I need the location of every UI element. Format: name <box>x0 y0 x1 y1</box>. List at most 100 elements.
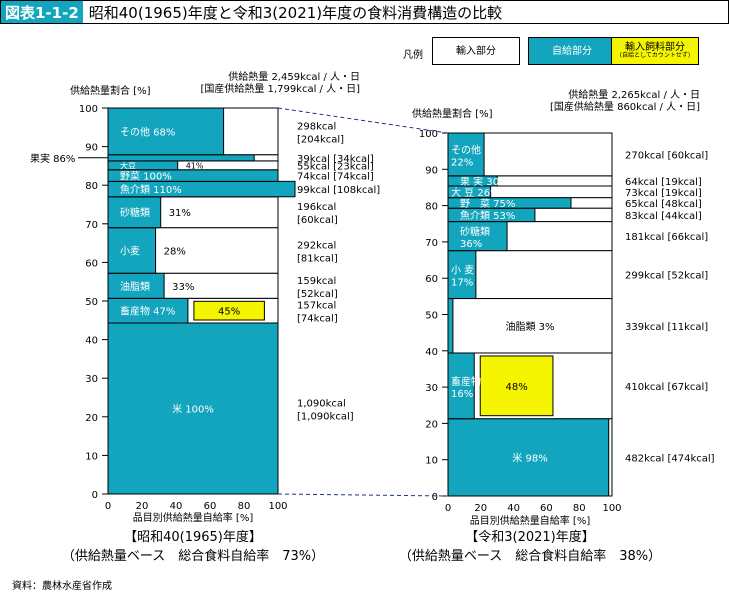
right-item-9-label2: 22% <box>451 157 473 168</box>
left-item-9-label: その他 68% <box>120 125 175 138</box>
left-x-tick-label: 40 <box>170 501 183 512</box>
left-supply-total: 供給熱量 2,459kcal / 人・日 <box>228 70 360 83</box>
right-item-9-self-bar <box>447 132 485 177</box>
right-item-4-label: 砂糖類 <box>460 225 490 238</box>
left-y-tick-label: 10 <box>85 451 98 462</box>
left-item-8-kcal: 39kcal [34kcal] <box>297 154 374 165</box>
left-x-tick-label: 60 <box>204 501 217 512</box>
right-item-3-label2: 17% <box>451 278 473 289</box>
right-item-2-self-bar <box>447 298 454 354</box>
right-item-4-self-bar <box>447 221 508 252</box>
right-item-1-label: 畜産物 <box>451 375 481 388</box>
left-item-8-self-bar <box>107 154 255 162</box>
right-item-9-kcal: 270kcal [60kcal] <box>625 150 708 161</box>
right-item-2-kcal: 339kcal [11kcal] <box>625 322 708 333</box>
left-x-axis-label: 品目別供給熱量自給率 [%] <box>133 511 254 524</box>
right-caption-year: 【令和3(2021)年度】 <box>465 529 595 545</box>
left-item-2-rate-label: 33% <box>172 282 194 293</box>
right-item-8-label: 果 実 30% <box>460 175 509 188</box>
left-item-5-label: 魚介類 110% <box>120 183 182 196</box>
left-y-tick-label: 50 <box>85 297 98 308</box>
source-note: 資料：農林水産省作成 <box>12 581 112 592</box>
left-item-3-rate-label: 28% <box>164 246 186 257</box>
right-y-tick-label: 60 <box>425 274 438 285</box>
right-item-9-label: その他 <box>451 143 481 156</box>
left-item-3-kcal: 292kcal <box>297 240 336 251</box>
left-item-9-self-bar <box>107 107 225 156</box>
right-item-0-label: 米 98% <box>512 451 547 464</box>
left-item-1-feed-bar <box>193 300 265 321</box>
right-y-axis-label: 供給熱量割合 [%] <box>412 107 493 120</box>
left-item-0-self-bar <box>107 322 279 495</box>
right-item-5-kcal: 83kcal [44kcal] <box>625 211 702 222</box>
left-y-tick-label: 70 <box>85 220 98 231</box>
left-item-1-kcal: 157kcal <box>297 301 336 312</box>
figure-title-bar: 図表1-1-2 昭和40(1965)年度と令和3(2021)年度の食料消費構造の… <box>0 0 729 24</box>
legend-import-label: 輸入部分 <box>456 45 496 57</box>
legend-feed-part: 輸入飼料部分 (自給としてカウントせず) <box>611 37 699 65</box>
left-item-2-kcal: 159kcal <box>297 276 336 287</box>
right-y-tick-label: 0 <box>432 492 438 503</box>
legend-title: 凡例 <box>403 50 423 61</box>
right-item-1-feed-label: 48% <box>505 382 527 393</box>
left-fruit-side-label: 果実 86% <box>30 152 75 165</box>
left-item-7-rate-label: 41% <box>186 161 204 170</box>
left-item-1-feed-label: 45% <box>218 307 240 318</box>
right-y-tick-label: 40 <box>425 347 438 358</box>
left-item-0-kcal: 1,090kcal <box>297 399 346 410</box>
right-y-tick-label: 100 <box>419 129 438 140</box>
left-item-4-label: 砂糖類 <box>120 206 150 219</box>
legend-self-part: 自給部分 <box>528 37 616 65</box>
right-item-2-import-bar <box>447 298 613 354</box>
right-item-3-label: 小 麦 <box>451 265 474 277</box>
right-item-4-kcal: 181kcal [66kcal] <box>625 232 708 243</box>
left-item-2-kcal-domestic: [52kcal] <box>297 289 338 300</box>
left-y-tick-label: 0 <box>92 490 98 501</box>
left-y-tick-label: 60 <box>85 258 98 269</box>
right-item-1-self-bar <box>447 352 475 420</box>
left-item-0-kcal-domestic: [1,090kcal] <box>297 412 354 423</box>
left-item-3-self-bar <box>107 227 157 274</box>
connector-top <box>277 107 449 134</box>
left-y-tick-label: 40 <box>85 336 98 347</box>
left-y-tick-label: 80 <box>85 181 98 192</box>
right-item-6-kcal: 65kcal [48kcal] <box>625 199 702 210</box>
left-item-7-kcal: 55kcal [23kcal] <box>297 161 374 172</box>
right-item-2-label: 油脂類 3% <box>505 320 554 333</box>
left-item-5-kcal: 99kcal [108kcal] <box>297 185 380 196</box>
legend-self-label: 自給部分 <box>552 45 592 57</box>
right-x-tick-label: 60 <box>540 503 553 514</box>
legend-import-part: 輸入部分 <box>432 37 520 65</box>
right-caption-rate: （供給熱量ベース 総合食料自給率 38%） <box>399 548 661 564</box>
right-supply-domestic: [国産供給熱量 860kcal / 人・日] <box>550 100 700 113</box>
left-x-tick-label: 0 <box>105 501 111 512</box>
right-item-1-feed-bar <box>479 355 554 417</box>
left-item-2-label: 油脂類 <box>120 280 150 293</box>
right-item-0-kcal: 482kcal [474kcal] <box>625 453 715 464</box>
right-y-tick-label: 20 <box>425 419 438 430</box>
left-supply-domestic: [国産供給熱量 1,799kcal / 人・日] <box>200 82 360 95</box>
left-x-tick-label: 80 <box>238 501 251 512</box>
left-item-9-kcal-domestic: [204kcal] <box>297 134 344 145</box>
left-item-2-self-bar <box>107 272 165 299</box>
left-item-4-kcal: 196kcal <box>297 202 336 213</box>
left-item-1-self-bar <box>107 297 189 324</box>
left-item-3-kcal-domestic: [81kcal] <box>297 253 338 264</box>
legend-feed-label: 輸入飼料部分 <box>625 42 685 54</box>
right-item-1-kcal: 410kcal [67kcal] <box>625 382 708 393</box>
right-x-axis-label: 品目別供給熱量自給率 [%] <box>470 514 591 527</box>
left-item-3-label: 小麦 <box>120 245 140 257</box>
right-item-8-kcal: 64kcal [19kcal] <box>625 177 702 188</box>
figure-label: 図表1-1-2 <box>1 1 83 23</box>
left-item-4-self-bar <box>107 196 162 229</box>
left-item-7-label: 大豆 <box>120 160 136 170</box>
right-y-tick-label: 90 <box>425 165 438 176</box>
right-item-4-label2: 36% <box>460 239 482 250</box>
connector-bottom <box>277 493 449 497</box>
left-caption-rate: （供給熱量ベース 総合食料自給率 73%） <box>62 548 324 564</box>
right-x-tick-label: 80 <box>573 503 586 514</box>
right-y-tick-label: 70 <box>425 238 438 249</box>
right-x-tick-label: 0 <box>445 503 451 514</box>
